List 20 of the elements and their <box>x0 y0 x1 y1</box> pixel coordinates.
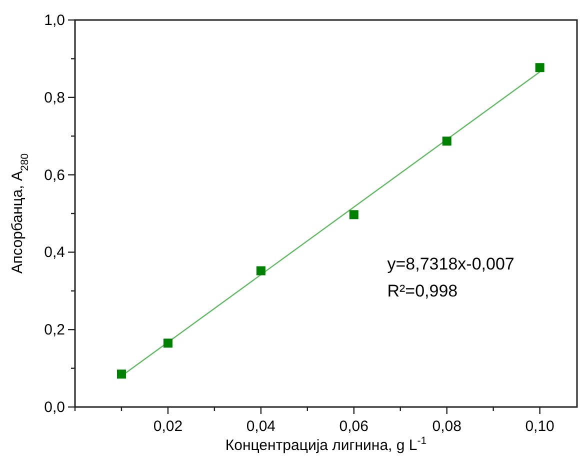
annotation: R²=0,998 <box>387 282 458 301</box>
x-tick-label: 0,08 <box>432 418 462 435</box>
y-tick-label: 0,6 <box>44 166 65 184</box>
point <box>535 63 544 72</box>
point <box>163 338 172 348</box>
y-tick-label: 0,2 <box>44 322 65 339</box>
y-tick-label: 1,0 <box>44 12 65 29</box>
point <box>349 210 358 220</box>
x-axis-title: Концентрација лигнина, g L$^{-1}$ <box>225 435 427 454</box>
annotation: y=8,7318x-0,007 <box>387 254 514 274</box>
y-tick-label: 0,4 <box>44 244 65 262</box>
point <box>442 136 452 146</box>
x-tick-label: 0,10 <box>525 418 554 435</box>
x-tick-label: 0,02 <box>153 418 183 435</box>
x-tick-label: 0,06 <box>339 418 368 435</box>
y-tick-label: 0,8 <box>44 89 65 106</box>
y-tick-label: 0,0 <box>44 399 65 416</box>
point <box>116 370 126 379</box>
point <box>256 266 266 276</box>
x-tick-label: 0,04 <box>246 418 276 435</box>
